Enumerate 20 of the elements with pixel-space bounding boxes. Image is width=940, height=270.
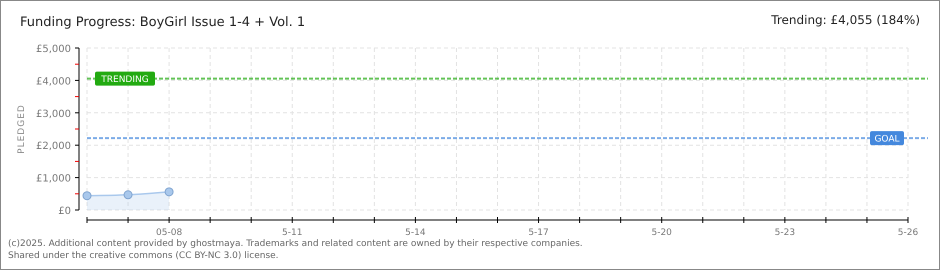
y-tick-label: £3,000: [36, 108, 71, 120]
chart-subtitle: Trending: £4,055 (184%): [770, 13, 920, 27]
chart-title: Funding Progress: BoyGirl Issue 1-4 + Vol. 1: [20, 15, 306, 30]
x-tick-label: 5-26: [898, 228, 918, 238]
y-tick-label: £1,000: [36, 174, 71, 185]
x-tick-label: 5-14: [405, 228, 426, 238]
x-tick-label: 05-08: [156, 228, 182, 238]
x-tick-label: 5-23: [774, 228, 796, 238]
x-tick-label: 5-17: [528, 228, 549, 238]
ref-line-label: GOAL: [874, 134, 900, 145]
y-axis-title: PLEDGED: [17, 104, 27, 154]
text: (c)2025. Additional content provided by ghostmaya. Trademarks and related content are owned by their respective companies.: [8, 239, 583, 249]
y-tick-label: £0: [58, 206, 71, 217]
y-tick-label: £4,000: [36, 76, 71, 88]
y-tick-label: £2,000: [36, 141, 71, 152]
x-tick-label: 5-11: [282, 228, 302, 238]
x-tick-label: 5-20: [651, 228, 672, 238]
text: Shared under the creative commons (CC BY-NC 3.0) license.: [8, 251, 279, 261]
ref-line-label: TRENDING: [100, 75, 149, 86]
y-tick-label: £5,000: [36, 44, 71, 55]
